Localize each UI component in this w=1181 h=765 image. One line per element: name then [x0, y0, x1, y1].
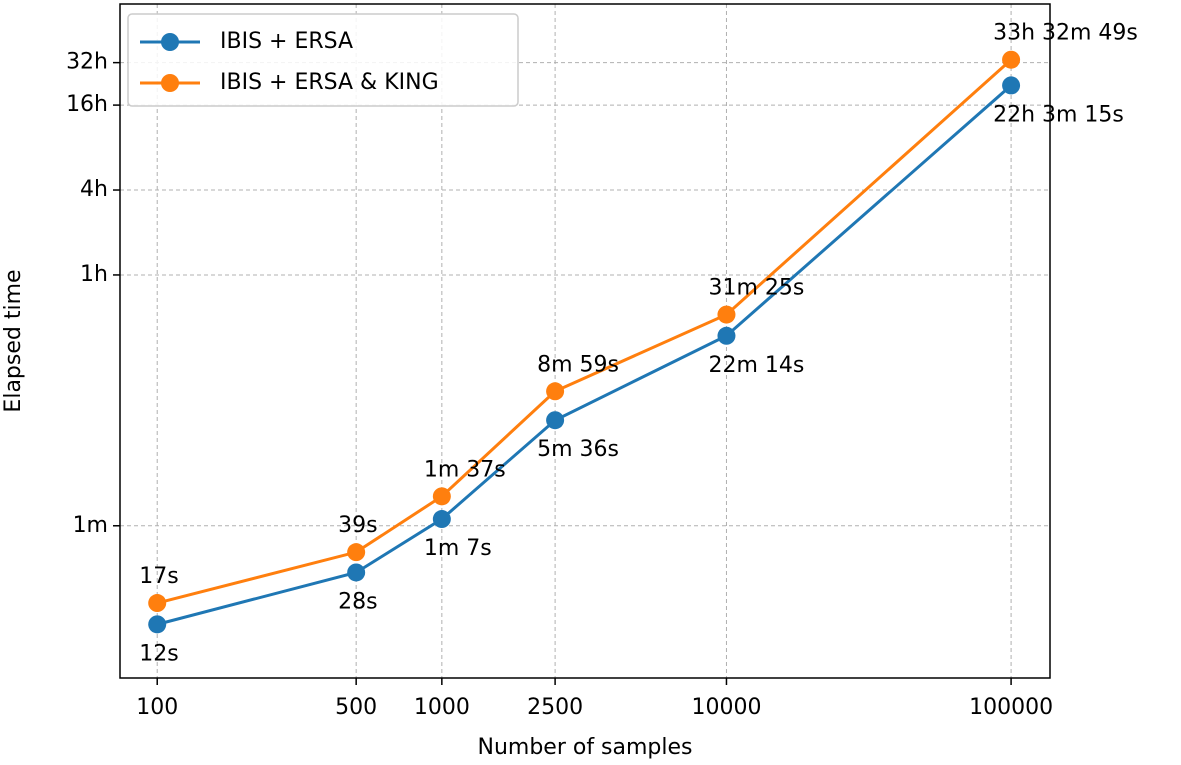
- legend-label: IBIS + ERSA & KING: [220, 70, 439, 95]
- y-tick-label: 32h: [66, 50, 108, 75]
- value-label: 1m 7s: [424, 536, 492, 561]
- x-tick-label: 2500: [527, 695, 583, 720]
- y-tick-label: 1h: [80, 262, 108, 287]
- value-label: 33h 32m 49s: [993, 21, 1138, 46]
- y-tick-label: 1m: [73, 513, 108, 538]
- point: [347, 563, 366, 582]
- point: [1002, 50, 1021, 69]
- value-label: 39s: [338, 513, 377, 538]
- y-tick-label: 16h: [66, 92, 108, 117]
- point: [717, 305, 736, 324]
- x-tick-label: 1000: [414, 695, 470, 720]
- value-label: 5m 36s: [537, 437, 619, 462]
- point: [432, 487, 451, 506]
- point: [546, 382, 565, 401]
- x-tick-label: 10000: [691, 695, 761, 720]
- series-line: [156, 58, 1013, 605]
- legend-marker: [161, 33, 179, 51]
- value-label: 28s: [338, 589, 377, 614]
- point: [546, 411, 565, 430]
- y-tick-label: 4h: [80, 177, 108, 202]
- plot-frame: [119, 3, 1051, 679]
- value-label: 12s: [139, 641, 178, 666]
- point: [432, 510, 451, 529]
- value-label: 1m 37s: [424, 457, 506, 482]
- point: [347, 543, 366, 562]
- point: [148, 615, 167, 634]
- x-axis-label: Number of samples: [477, 735, 692, 760]
- value-label: 22h 3m 15s: [993, 102, 1124, 127]
- x-tick-label: 100: [136, 695, 178, 720]
- value-label: 31m 25s: [708, 276, 804, 301]
- x-tick-label: 100000: [969, 695, 1053, 720]
- point: [1002, 76, 1021, 95]
- value-label: 17s: [139, 564, 178, 589]
- legend-box: [127, 13, 519, 107]
- point: [717, 326, 736, 345]
- series-line: [156, 84, 1013, 626]
- value-label: 22m 14s: [708, 353, 804, 378]
- point: [148, 594, 167, 613]
- y-axis-label: Elapsed time: [1, 269, 26, 412]
- x-tick-label: 500: [335, 695, 377, 720]
- legend-label: IBIS + ERSA: [220, 29, 353, 54]
- value-label: 8m 59s: [537, 352, 619, 377]
- legend-marker: [161, 74, 179, 92]
